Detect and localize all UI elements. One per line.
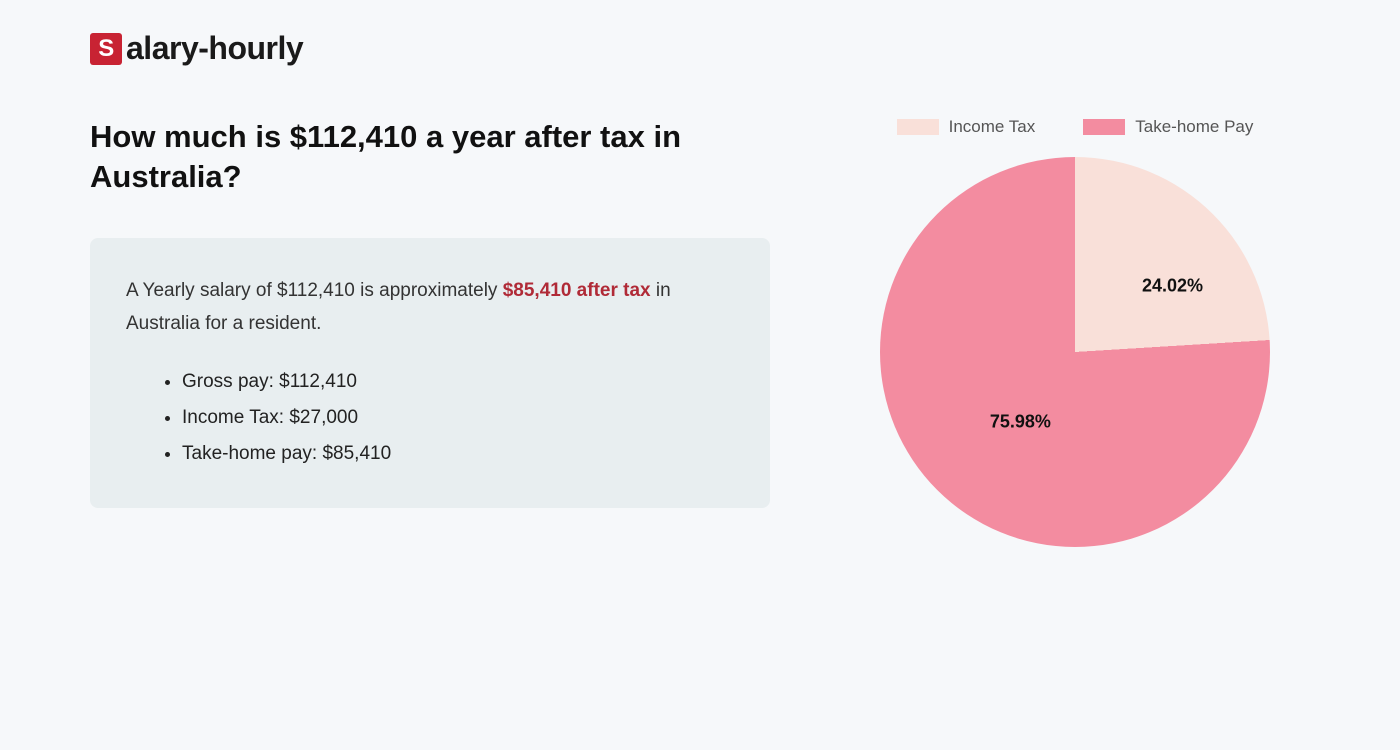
summary-highlight: $85,410 after tax bbox=[503, 280, 651, 301]
legend-label: Take-home Pay bbox=[1135, 117, 1253, 137]
list-item: Gross pay: $112,410 bbox=[182, 364, 734, 400]
pie-chart: 24.02% 75.98% bbox=[880, 157, 1270, 547]
site-logo: Salary-hourly bbox=[90, 30, 1320, 67]
legend-swatch bbox=[1083, 119, 1125, 135]
summary-text: A Yearly salary of $112,410 is approxima… bbox=[126, 274, 734, 341]
list-item: Take-home pay: $85,410 bbox=[182, 436, 734, 472]
chart-legend: Income Tax Take-home Pay bbox=[897, 117, 1254, 137]
page-title: How much is $112,410 a year after tax in… bbox=[90, 117, 770, 198]
pie-slice-label: 24.02% bbox=[1142, 275, 1203, 296]
legend-swatch bbox=[897, 119, 939, 135]
facts-list: Gross pay: $112,410 Income Tax: $27,000 … bbox=[126, 364, 734, 472]
summary-prefix: A Yearly salary of $112,410 is approxima… bbox=[126, 280, 503, 301]
legend-label: Income Tax bbox=[949, 117, 1036, 137]
summary-box: A Yearly salary of $112,410 is approxima… bbox=[90, 238, 770, 509]
logo-text: alary-hourly bbox=[126, 30, 303, 67]
logo-badge: S bbox=[90, 33, 122, 65]
legend-item-income-tax: Income Tax bbox=[897, 117, 1036, 137]
legend-item-take-home: Take-home Pay bbox=[1083, 117, 1253, 137]
pie-slice-label: 75.98% bbox=[990, 412, 1051, 433]
list-item: Income Tax: $27,000 bbox=[182, 400, 734, 436]
